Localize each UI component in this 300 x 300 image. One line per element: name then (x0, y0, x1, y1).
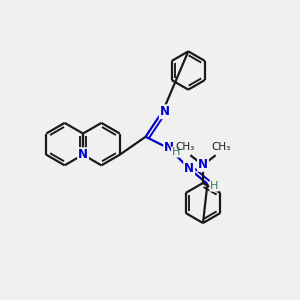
Text: N: N (198, 158, 208, 171)
Text: H: H (171, 147, 180, 157)
Text: H: H (210, 181, 218, 191)
Text: CH₃: CH₃ (176, 142, 195, 152)
Text: N: N (164, 141, 174, 154)
Text: CH₃: CH₃ (211, 142, 230, 152)
Text: N: N (160, 105, 170, 118)
Text: N: N (78, 148, 88, 161)
Text: N: N (184, 162, 194, 175)
